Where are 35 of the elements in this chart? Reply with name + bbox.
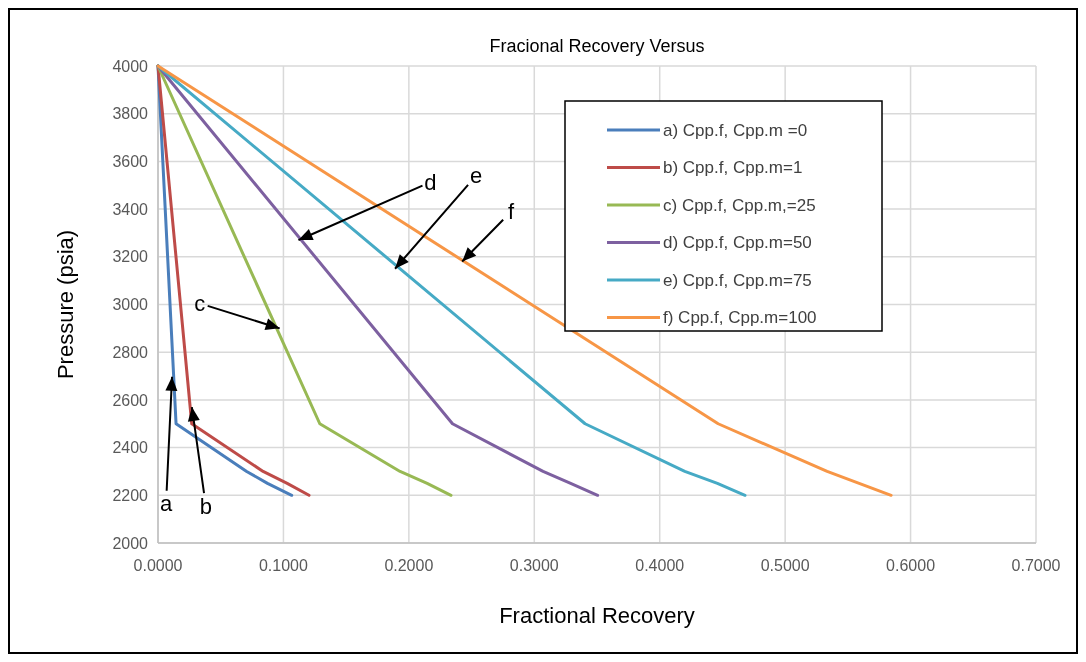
legend-label: b) Cpp.f, Cpp.m=1 (663, 158, 803, 178)
chart-title: Fracional Recovery Versus (489, 36, 705, 56)
y-tick-label: 2200 (112, 486, 149, 504)
y-tick-label: 3400 (112, 200, 149, 218)
x-tick-label: 0.2000 (384, 557, 434, 574)
x-axis-title: Fractional Recovery (499, 603, 695, 628)
y-tick-label: 2000 (112, 534, 149, 552)
legend-label: c) Cpp.f, Cpp.m,=25 (663, 195, 816, 215)
annotation: c (194, 291, 206, 317)
x-tick-label: 0.4000 (635, 557, 685, 574)
y-axis-title: Pressure (psia) (53, 229, 78, 380)
y-tick-label: 3800 (112, 105, 149, 123)
line-series (156, 64, 893, 497)
y-tick-label: 2800 (112, 343, 149, 361)
legend-label: a) Cpp.f, Cpp.m =0 (663, 120, 808, 140)
x-tick-label: 0.0000 (133, 557, 183, 574)
y-tick-label: 3000 (112, 296, 149, 314)
legend-label: d) Cpp.f, Cpp.m=50 (663, 233, 812, 253)
x-tick-label: 0.3000 (509, 557, 559, 574)
y-tick-label: 3200 (112, 248, 149, 266)
x-tick-label: 0.5000 (760, 557, 810, 574)
annotation: d (424, 169, 437, 195)
legend-label: e) Cpp.f, Cpp.m=75 (663, 270, 812, 290)
annotation: f (508, 199, 516, 225)
x-tick-label: 0.7000 (1011, 557, 1061, 574)
y-tick-label: 2400 (112, 439, 149, 457)
x-tick-label: 0.6000 (886, 557, 936, 574)
annotation: e (469, 163, 483, 189)
annotation: a (159, 491, 173, 517)
x-tick-label: 0.1000 (258, 557, 308, 574)
y-tick-label: 4000 (112, 57, 149, 75)
annotation: b (199, 493, 212, 519)
legend-label: f) Cpp.f, Cpp.m=100 (663, 308, 817, 328)
y-tick-label: 3600 (112, 153, 149, 170)
y-tick-label: 2600 (112, 391, 149, 409)
